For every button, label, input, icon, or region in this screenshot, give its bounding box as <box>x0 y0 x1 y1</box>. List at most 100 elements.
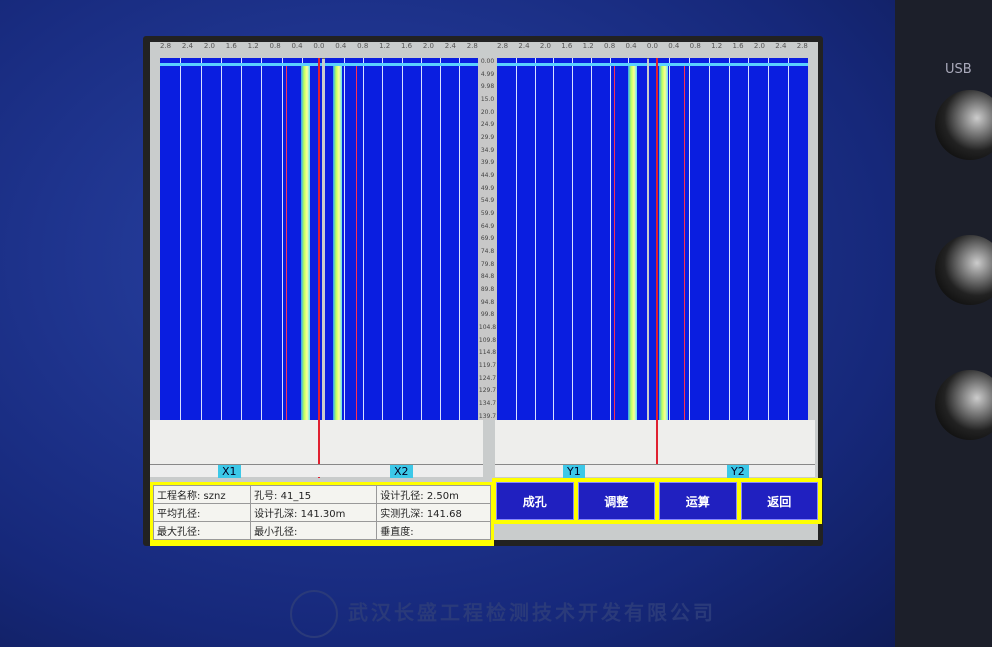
depth-label: 44.9 <box>480 172 495 180</box>
scale-tick-label: 0.8 <box>689 42 701 50</box>
surface-line <box>325 63 478 66</box>
grid-line <box>688 58 690 420</box>
scale-tick-label: 0.8 <box>604 42 616 50</box>
scale-tick-label: 1.6 <box>400 42 413 50</box>
scale-tick-label: 0.4 <box>668 42 680 50</box>
depth-label: 99.8 <box>480 311 495 319</box>
depth-label: 69.9 <box>480 235 495 243</box>
scale-tick-label: 0.4 <box>335 42 347 50</box>
back-button[interactable]: 返回 <box>740 482 818 520</box>
scale-tick-label: 0.0 <box>313 42 325 50</box>
max-diameter: 最大孔径: <box>152 521 252 540</box>
grid-line <box>668 58 670 420</box>
scale-ruler-left: 2.8 2.4 2.0 1.6 1.2 0.8 0.4 0.0 0.4 0.8 1.2 1.6 2.0 2… <box>160 42 478 59</box>
scale-tick-label: 2.0 <box>753 42 766 50</box>
plot-y1 <box>497 58 647 420</box>
scale-tick-label: 2.0 <box>422 42 435 50</box>
scale-tick-label: 0.0 <box>646 42 658 50</box>
depth-label: 54.9 <box>480 197 495 205</box>
depth-label: 89.8 <box>480 286 495 294</box>
depth-label: 0.00 <box>480 58 495 65</box>
depth-label: 79.8 <box>480 260 495 268</box>
plot-y2 <box>649 58 808 420</box>
signal-trace <box>658 64 668 420</box>
depth-label: 39.9 <box>480 159 495 167</box>
surface-line <box>160 63 322 66</box>
knob[interactable] <box>935 370 992 440</box>
plot-x2 <box>325 58 478 420</box>
min-diameter: 最小孔径: <box>250 521 378 540</box>
grid-line <box>728 58 730 420</box>
surface-line <box>497 63 647 66</box>
design-diameter: 设计孔径: 2.50m <box>376 485 491 504</box>
depth-label: 34.9 <box>480 146 495 154</box>
diameter-curve <box>614 64 615 420</box>
surface-line <box>649 63 808 66</box>
scale-tick-label: 0.8 <box>269 42 281 50</box>
form-hole-button[interactable]: 成孔 <box>496 482 574 520</box>
button-bar: 成孔 调整 运算 返回 <box>492 478 822 524</box>
depth-label: 104.8 <box>478 324 497 332</box>
grid-line <box>553 58 555 420</box>
depth-label: 24.9 <box>480 121 495 129</box>
depth-label: 15.0 <box>480 96 495 104</box>
depth-label: 139.7 <box>478 412 497 420</box>
scale-tick-label: 2.0 <box>203 42 215 50</box>
grid-line <box>281 58 283 420</box>
scale-tick-label: 2.4 <box>518 42 530 50</box>
scale-tick-label: 1.6 <box>225 42 237 50</box>
scale-tick-label: 2.4 <box>444 42 456 50</box>
grid-line <box>363 58 365 420</box>
depth-label: 74.8 <box>480 248 495 256</box>
scale-tick-label: 2.8 <box>796 42 808 50</box>
scale-tick-label: 1.2 <box>582 42 594 50</box>
plot-footer-right <box>495 420 815 464</box>
grid-line <box>382 58 384 420</box>
adjust-button[interactable]: 调整 <box>577 482 655 520</box>
depth-label: 20.0 <box>480 108 495 116</box>
channel-label-x2: X2 <box>390 465 413 478</box>
depth-label: 109.8 <box>478 336 497 344</box>
diameter-curve <box>683 64 685 420</box>
depth-label: 129.7 <box>478 387 497 395</box>
design-depth: 设计孔深: 141.30m <box>250 503 378 522</box>
scale-tick-label: 0.4 <box>625 42 637 50</box>
scale-tick-label: 0.8 <box>357 42 369 50</box>
hole-number: 孔号: 41_15 <box>250 485 378 504</box>
scale-tick-label: 2.0 <box>539 42 551 50</box>
compute-button[interactable]: 运算 <box>659 482 737 520</box>
grid-line <box>515 58 517 420</box>
grid-line <box>420 58 422 420</box>
channel-label-x1: X1 <box>218 465 241 478</box>
scale-tick-label: 2.8 <box>497 42 509 50</box>
verticality: 垂直度: <box>376 521 491 540</box>
grid-line <box>401 58 403 420</box>
depth-label: 119.7 <box>478 362 497 370</box>
diameter-curve <box>355 64 357 420</box>
grid-line <box>241 58 242 420</box>
grid-line <box>458 58 460 420</box>
scale-tick-label: 0.4 <box>291 42 303 50</box>
channel-label-y1: Y1 <box>563 465 585 478</box>
depth-label: 59.9 <box>480 210 495 218</box>
scale-tick-label: 2.4 <box>181 42 194 50</box>
signal-trace <box>300 64 310 420</box>
divider-red <box>656 58 658 468</box>
scale-tick-label: 2.8 <box>160 42 172 50</box>
plot-x1 <box>160 58 322 420</box>
info-panel: 工程名称: sznz 孔号: 41_15 设计孔径: 2.50m 平均孔径: 设计孔深… <box>150 482 494 546</box>
scale-tick-label: 2.8 <box>466 42 478 50</box>
grid-line <box>261 58 263 420</box>
depth-label: 84.8 <box>480 273 495 281</box>
knob[interactable] <box>935 90 992 160</box>
grid-line <box>200 58 202 420</box>
project-name: 工程名称: sznz <box>152 485 252 504</box>
grid-line <box>534 58 536 420</box>
grid-line <box>180 58 182 420</box>
scale-tick-label: 1.2 <box>711 42 723 50</box>
knob[interactable] <box>935 235 992 305</box>
company-logo: 武汉长盛工程检测技术开发有限公司 <box>290 590 716 638</box>
scale-tick-label: 1.2 <box>379 42 391 50</box>
grid-line <box>748 58 750 420</box>
scale-tick-label: 2.4 <box>775 42 787 50</box>
